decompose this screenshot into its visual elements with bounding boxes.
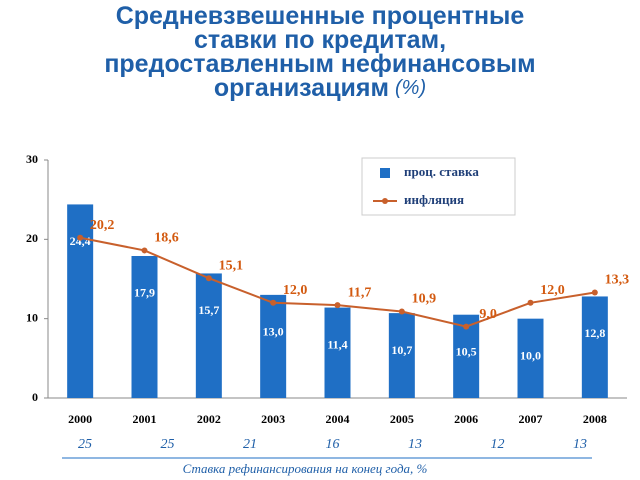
refinancing-label: Ставка рефинансирования на конец года, %	[183, 461, 428, 476]
bar	[131, 255, 158, 398]
bar	[581, 296, 608, 398]
x-tick-label: 2004	[326, 412, 350, 426]
line-value-label: 13,3	[605, 273, 630, 288]
x-tick-label: 2005	[390, 412, 414, 426]
chart-title: Средневзвешенные процентные ставки по кре…	[104, 2, 535, 102]
bar-value-label: 15,7	[198, 303, 219, 317]
bar-value-label: 24,4	[70, 234, 91, 248]
line-point	[527, 299, 534, 306]
legend-label: инфляция	[404, 192, 464, 207]
refinancing-value: 25	[78, 437, 92, 452]
refinancing-value: 21	[243, 437, 257, 452]
title-line: предоставленным нефинансовым	[104, 50, 535, 78]
legend-box	[361, 157, 516, 216]
line-point	[398, 308, 405, 315]
refinancing-value: 13	[408, 437, 422, 452]
x-tick-label: 2000	[68, 412, 92, 426]
line-point	[141, 247, 148, 254]
x-tick-label: 2008	[583, 412, 607, 426]
bar-value-label: 12,8	[584, 326, 605, 340]
x-tick-label: 2007	[519, 412, 543, 426]
y-tick-label: 0	[32, 390, 38, 404]
x-tick-label: 2006	[454, 412, 478, 426]
bar-value-label: 13,0	[263, 325, 284, 339]
line-point	[205, 275, 212, 282]
line-value-label: 18,6	[154, 231, 179, 246]
line-value-label: 12,0	[283, 283, 308, 298]
bar	[388, 313, 415, 398]
x-tick-label: 2001	[133, 412, 157, 426]
bar-value-label: 10,7	[391, 343, 412, 357]
y-tick-label: 10	[26, 310, 38, 324]
x-tick-label: 2003	[261, 412, 285, 426]
y-tick-label: 30	[26, 152, 38, 166]
bar-value-label: 10,0	[520, 348, 541, 362]
line-value-label: 11,7	[348, 285, 372, 300]
line-point	[270, 299, 277, 306]
x-tick-label: 2002	[197, 412, 221, 426]
line-value-label: 12,0	[540, 283, 565, 298]
bar-value-label: 17,9	[134, 286, 155, 300]
y-tick-label: 20	[26, 231, 38, 245]
legend-swatch	[380, 168, 390, 178]
bar	[195, 273, 222, 398]
line-point	[463, 323, 470, 330]
bar	[324, 307, 351, 398]
line-point	[77, 234, 84, 241]
line-value-label: 9,0	[479, 307, 497, 322]
refinancing-value: 13	[573, 437, 587, 452]
bar-value-label: 11,4	[327, 337, 347, 351]
title-unit: (%)	[395, 77, 426, 99]
legend-marker	[382, 198, 388, 204]
line-value-label: 15,1	[219, 258, 244, 273]
line-point	[591, 289, 598, 296]
title-line: организациям	[214, 74, 389, 102]
refinancing-value: 16	[326, 437, 340, 452]
line-point	[334, 302, 341, 309]
refinancing-value: 12	[491, 437, 505, 452]
refinancing-value: 25	[161, 437, 175, 452]
bar	[517, 318, 544, 398]
title-line: ставки по кредитам,	[194, 26, 446, 54]
line-value-label: 10,9	[412, 292, 437, 307]
legend-label: проц. ставка	[404, 164, 479, 179]
line-value-label: 20,2	[90, 218, 115, 233]
bar-value-label: 10,5	[456, 344, 477, 358]
title-line: Средневзвешенные процентные	[116, 2, 525, 30]
bar	[260, 294, 287, 398]
